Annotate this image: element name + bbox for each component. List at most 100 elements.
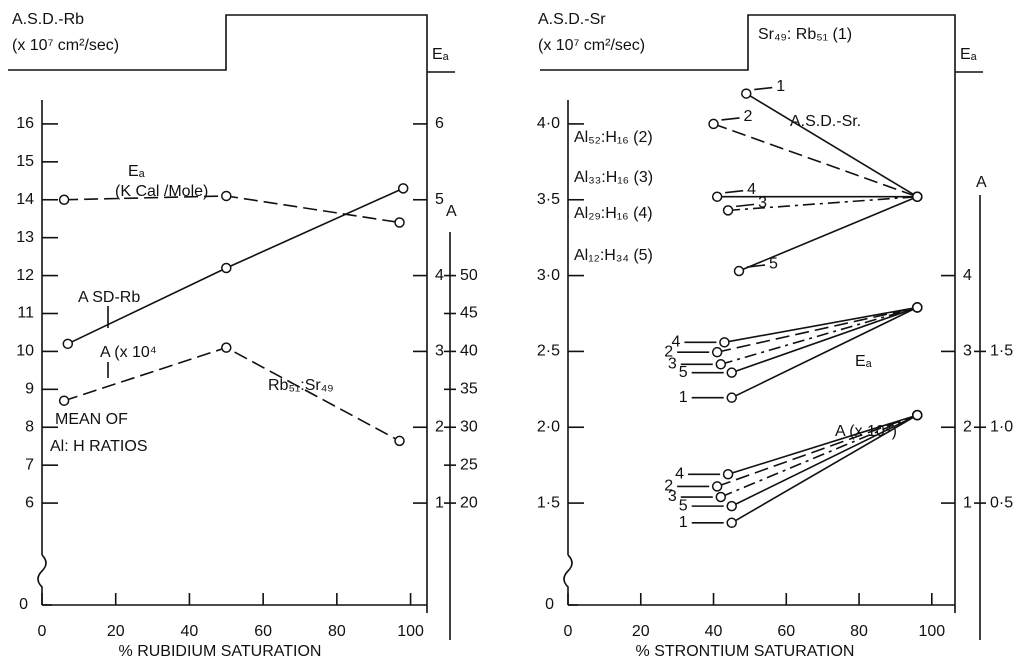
x-tick-label: 80 xyxy=(328,623,346,640)
y-tick-label: 1·5 xyxy=(537,494,560,511)
data-point xyxy=(912,409,923,421)
label-arrow xyxy=(735,203,755,208)
series-line xyxy=(731,414,918,507)
label-arrow xyxy=(746,264,766,268)
y-tick-label: 4·0 xyxy=(537,115,560,132)
data-point xyxy=(715,491,727,503)
series-line xyxy=(713,123,918,198)
x-axis-label: % RUBIDIUM SATURATION xyxy=(119,643,322,660)
x-tick-label: 60 xyxy=(254,623,272,640)
y2-tick-label: 1 xyxy=(963,494,972,511)
series-label: 4 xyxy=(747,181,756,198)
data-point xyxy=(711,191,723,202)
data-point xyxy=(62,338,74,350)
x-tick-label: 20 xyxy=(107,623,125,640)
series-label: 3 xyxy=(668,488,677,505)
y2-tick-label: 6 xyxy=(435,115,444,132)
series-label: 2 xyxy=(744,108,753,125)
series-label: 2 xyxy=(664,478,673,495)
x-tick-label: 0 xyxy=(564,623,573,640)
x-axis-label: % STRONTIUM SATURATION xyxy=(636,643,855,660)
series-line xyxy=(716,306,918,353)
series-line xyxy=(727,414,918,476)
data-point xyxy=(733,265,745,277)
data-point xyxy=(397,183,409,194)
series-label: 4 xyxy=(675,465,684,482)
x-tick-label: 40 xyxy=(181,623,199,640)
y-tick-label: 13 xyxy=(16,229,34,246)
y-tick-label: 12 xyxy=(16,267,34,284)
series-line xyxy=(724,306,918,344)
series-line xyxy=(67,187,404,345)
series-line xyxy=(745,92,918,198)
y2-tick-label: 4 xyxy=(963,267,972,284)
legend-entry: Al₃₃:H₁₆ (3) xyxy=(574,169,653,186)
series-label: 1 xyxy=(776,78,785,95)
x-tick-label: 80 xyxy=(850,623,868,640)
y-tick-label: 0 xyxy=(545,596,554,613)
data-point xyxy=(394,217,405,228)
data-point xyxy=(722,469,734,480)
annotation: MEAN OF xyxy=(55,411,128,428)
y3-tick-label: 35 xyxy=(460,381,478,398)
data-point xyxy=(708,118,719,130)
y-tick-label: 16 xyxy=(16,115,34,132)
data-point xyxy=(912,302,923,313)
x-tick-label: 100 xyxy=(397,623,424,640)
right-frame xyxy=(540,14,956,613)
y2-tick-label: 3 xyxy=(963,343,972,360)
y-axis-label: (x 10⁷ cm²/sec) xyxy=(538,37,645,54)
group-label: Eₐ xyxy=(855,353,873,370)
series-label: 5 xyxy=(769,255,778,272)
data-point xyxy=(711,346,723,358)
data-point xyxy=(221,262,232,274)
x-tick-label: 20 xyxy=(632,623,650,640)
y3-tick-label: 50 xyxy=(460,267,478,284)
axis-break xyxy=(563,554,573,605)
data-point xyxy=(221,342,232,353)
y2-tick-label: 5 xyxy=(435,191,444,208)
y-tick-label: 6 xyxy=(25,494,34,511)
y3-tick-label: 25 xyxy=(460,456,478,473)
y-tick-label: 9 xyxy=(25,381,34,398)
series-line xyxy=(738,195,918,272)
y-tick-label: 15 xyxy=(16,153,34,170)
series-label: 4 xyxy=(672,334,681,351)
y2-tick-label: 2 xyxy=(963,418,972,435)
data-point xyxy=(221,190,232,202)
y2-axis-label: Eₐ xyxy=(432,46,450,63)
y-tick-label: 7 xyxy=(25,456,34,473)
y3-tick-label: 30 xyxy=(460,418,478,435)
y2-axis-label: Eₐ xyxy=(960,46,978,63)
data-point xyxy=(719,337,730,348)
y-tick-label: 2·5 xyxy=(537,343,560,360)
data-point xyxy=(715,359,727,370)
y2-tick-label: 3 xyxy=(435,343,444,360)
y3-axis-label: A xyxy=(446,203,457,220)
annotation: Rb₅₁:Sr₄₉ xyxy=(268,377,334,394)
data-point xyxy=(741,88,752,99)
data-point xyxy=(711,481,723,492)
group-label: A.S.D.-Sr. xyxy=(790,113,861,130)
label-arrow xyxy=(754,86,773,91)
header: Sr₄₉: Rb₅₁ (1) xyxy=(758,26,852,43)
series-label: 1 xyxy=(679,514,688,531)
series-label: 3 xyxy=(668,356,677,373)
series-line xyxy=(720,306,918,366)
series-line xyxy=(731,414,918,524)
annotation: Al: H RATIOS xyxy=(50,438,148,455)
y2-tick-label: 1 xyxy=(435,494,444,511)
series-label: 3 xyxy=(758,195,767,212)
label-arrow xyxy=(725,189,744,194)
y3-tick-label: 40 xyxy=(460,343,478,360)
series-line xyxy=(731,306,918,374)
y-tick-label: 10 xyxy=(16,343,34,360)
y-tick-label: 0 xyxy=(19,596,28,613)
y3-tick-label: 1·5 xyxy=(990,343,1013,360)
x-tick-label: 0 xyxy=(38,623,47,640)
data-point xyxy=(726,367,737,378)
y-tick-label: 3·5 xyxy=(537,191,560,208)
series-line xyxy=(728,195,918,212)
data-point xyxy=(58,395,70,406)
